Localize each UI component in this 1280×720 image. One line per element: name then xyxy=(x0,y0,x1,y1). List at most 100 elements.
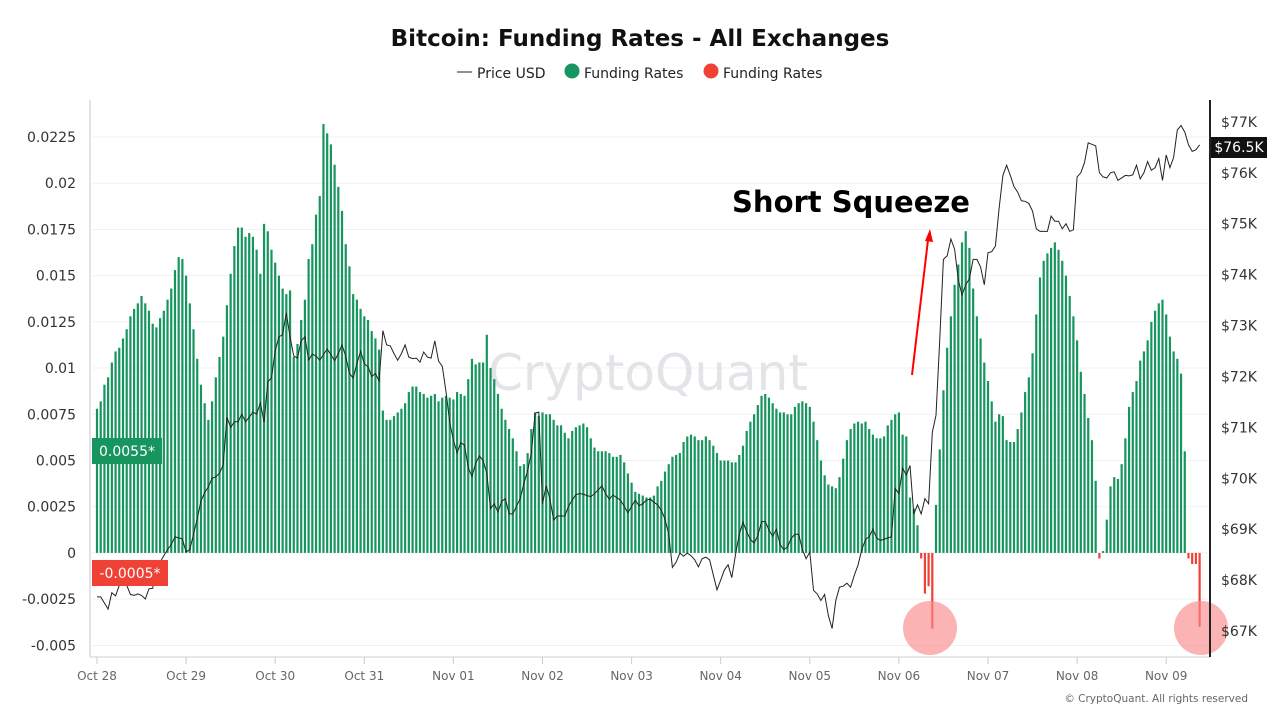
funding-bar-positive xyxy=(730,462,733,553)
funding-bar-positive xyxy=(411,386,414,553)
funding-bar-negative xyxy=(1198,552,1201,627)
funding-bar-positive xyxy=(340,210,344,553)
funding-bar-positive xyxy=(868,429,871,553)
legend-label-funding-positive: Funding Rates xyxy=(584,66,683,82)
funding-bar-positive xyxy=(827,484,830,553)
x-tick-label: Nov 02 xyxy=(521,669,564,683)
chart-title: Bitcoin: Funding Rates - All Exchanges xyxy=(391,26,890,52)
funding-bar-positive xyxy=(1090,440,1094,553)
funding-bar-positive xyxy=(1161,299,1164,553)
left-tick-label: 0.02 xyxy=(45,176,76,192)
legend-item-price[interactable]: Price USD xyxy=(457,66,546,82)
funding-bar-positive xyxy=(637,493,641,553)
funding-bar-positive xyxy=(470,358,474,553)
funding-bar-positive xyxy=(482,362,485,553)
funding-bar-positive xyxy=(522,464,526,553)
funding-bar-positive xyxy=(385,419,388,553)
funding-bar-positive xyxy=(210,401,214,553)
copyright-footer: © CryptoQuant. All rights reserved xyxy=(1064,693,1248,705)
right-tick-label: $70K xyxy=(1221,471,1258,487)
funding-bar-negative xyxy=(927,552,930,587)
funding-bar-positive xyxy=(823,475,826,553)
highlight-circle-nov09 xyxy=(1174,601,1228,655)
funding-bar-positive xyxy=(426,397,429,553)
funding-bar-positive xyxy=(1064,275,1068,553)
funding-bar-positive xyxy=(689,434,693,553)
funding-bar-positive xyxy=(671,456,674,553)
funding-bar-positive xyxy=(675,454,678,553)
funding-bar-positive xyxy=(344,244,347,553)
funding-bar-positive xyxy=(530,429,533,553)
funding-bar-positive xyxy=(133,308,136,553)
left-tick-label: 0.0225 xyxy=(27,130,76,146)
funding-bar-positive xyxy=(326,133,329,553)
funding-bar-positive xyxy=(860,423,863,553)
funding-bar-positive xyxy=(262,223,266,553)
funding-bar-positive xyxy=(1027,377,1030,553)
funding-bar-positive xyxy=(281,288,284,553)
funding-bar-positive xyxy=(719,460,722,553)
funding-bar-positive xyxy=(433,393,436,553)
x-tick-label: Nov 07 xyxy=(967,669,1010,683)
funding-bar-positive xyxy=(604,451,607,553)
x-tick-label: Oct 29 xyxy=(166,669,206,683)
funding-bar-positive xyxy=(441,397,444,553)
funding-bar-positive xyxy=(1146,340,1149,553)
current-funding-positive-label: 0.0055* xyxy=(99,444,155,460)
funding-bar-positive xyxy=(1042,260,1045,553)
funding-bar-positive xyxy=(181,258,184,553)
funding-bar-positive xyxy=(378,349,381,553)
funding-bar-positive xyxy=(597,451,600,553)
funding-bar-positive xyxy=(760,395,763,553)
funding-bar-positive xyxy=(185,275,188,553)
funding-bar-positive xyxy=(894,414,897,553)
x-tick-label: Nov 03 xyxy=(610,669,653,683)
funding-bar-positive xyxy=(615,456,618,553)
funding-bar-positive xyxy=(229,273,232,553)
funding-bar-positive xyxy=(830,486,834,553)
funding-bar-positive xyxy=(248,233,251,553)
funding-bar-positive xyxy=(285,294,288,553)
funding-bar-positive xyxy=(404,403,407,553)
funding-bar-positive xyxy=(381,410,384,553)
funding-bar-positive xyxy=(363,316,366,553)
funding-bar-positive xyxy=(504,419,507,553)
funding-bar-positive xyxy=(493,379,496,553)
funding-bar-positive xyxy=(1035,314,1038,553)
funding-bar-positive xyxy=(571,430,574,553)
funding-bar-positive xyxy=(218,356,221,553)
funding-bar-positive xyxy=(856,421,860,553)
funding-bar-positive xyxy=(764,393,767,553)
funding-bar-positive xyxy=(407,392,410,553)
funding-bar-positive xyxy=(437,401,440,553)
funding-bar-positive xyxy=(1120,464,1123,553)
funding-bar-positive xyxy=(107,377,110,553)
funding-bar-positive xyxy=(1127,406,1131,553)
funding-bar-positive xyxy=(170,288,173,553)
funding-bar-positive xyxy=(964,231,967,553)
funding-bar-positive xyxy=(196,358,199,553)
funding-bar-positive xyxy=(619,454,622,553)
funding-bar-positive xyxy=(741,445,745,553)
funding-bar-positive xyxy=(548,414,552,553)
funding-bar-positive xyxy=(1031,353,1034,553)
legend-item-funding-positive[interactable]: Funding Rates xyxy=(564,63,684,83)
right-tick-label: $75K xyxy=(1221,217,1258,233)
funding-bar-positive xyxy=(474,364,477,553)
funding-bar-positive xyxy=(983,362,986,553)
funding-bar-positive xyxy=(1057,249,1060,553)
funding-bar-positive xyxy=(1005,440,1008,553)
legend-item-funding-negative[interactable]: Funding Rates xyxy=(703,63,823,83)
funding-bar-positive xyxy=(396,412,399,553)
funding-bar-positive xyxy=(355,299,358,553)
right-tick-label: $74K xyxy=(1221,268,1258,284)
right-tick-label: $69K xyxy=(1221,522,1258,538)
funding-bar-positive xyxy=(1072,316,1075,553)
funding-bar-positive xyxy=(641,495,644,553)
legend: Price USD Funding Rates Funding Rates xyxy=(457,63,823,83)
funding-bar-positive xyxy=(886,425,889,553)
funding-bar-positive xyxy=(890,419,893,553)
funding-bar-positive xyxy=(1083,393,1086,553)
funding-bar-positive xyxy=(1046,253,1049,553)
funding-bar-positive xyxy=(1172,351,1175,553)
